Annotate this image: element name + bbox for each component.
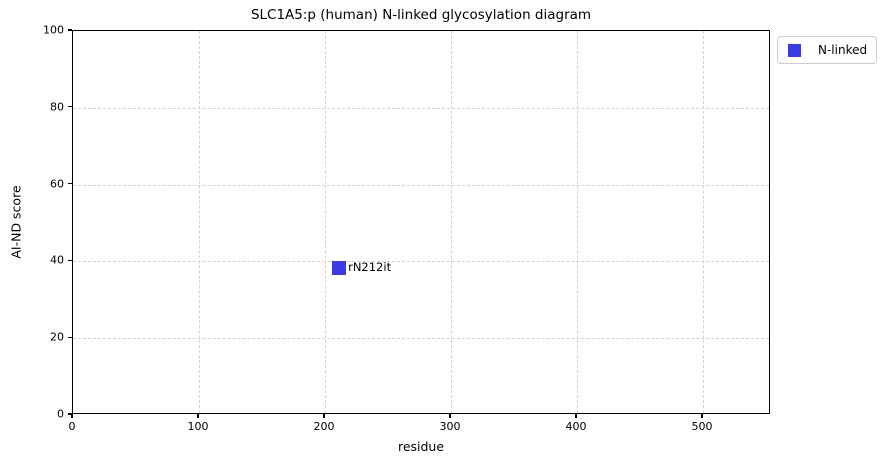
x-tick-mark (71, 414, 73, 418)
chart-title: SLC1A5:p (human) N-linked glycosylation … (250, 7, 592, 23)
legend-label: N-linked (818, 43, 868, 57)
y-tick-mark (68, 336, 72, 338)
y-tick-mark (68, 29, 72, 31)
y-tick-label: 100 (43, 23, 64, 37)
x-gridline (702, 31, 704, 413)
y-tick-mark (68, 259, 72, 262)
y-gridline (73, 184, 769, 186)
y-tick-label: 80 (50, 100, 64, 114)
y-tick-label: 20 (50, 330, 64, 344)
x-tick-label: 300 (439, 420, 461, 433)
data-point-marker (332, 261, 347, 276)
data-point-label: rN212it (348, 260, 392, 275)
y-tick-label: 0 (57, 407, 64, 421)
legend-box: N-linked (777, 36, 878, 64)
x-tick-label: 200 (313, 420, 335, 433)
x-gridline (198, 31, 200, 413)
y-tick-label: 60 (50, 177, 64, 191)
x-tick-mark (449, 414, 451, 418)
y-tick-mark (68, 182, 72, 185)
x-tick-label: 500 (691, 420, 713, 433)
x-tick-label: 400 (565, 420, 587, 433)
y-gridline (73, 107, 769, 109)
x-tick-mark (323, 414, 325, 418)
y-axis-label: AI-ND score (8, 185, 24, 259)
x-tick-mark (197, 414, 199, 418)
x-tick-label: 100 (187, 420, 209, 433)
y-gridline (73, 338, 769, 340)
y-tick-mark (68, 106, 72, 108)
x-tick-mark (701, 414, 703, 418)
x-axis-label: residue (397, 439, 445, 454)
x-tick-mark (575, 414, 577, 418)
plot-area (72, 30, 770, 414)
x-gridline (576, 31, 578, 413)
y-gridline (73, 261, 769, 263)
y-tick-label: 40 (50, 253, 64, 267)
x-gridline (324, 31, 326, 413)
x-tick-label: 0 (68, 420, 76, 433)
y-tick-mark (68, 413, 72, 415)
legend-entry: N-linked (788, 43, 867, 57)
x-gridline (450, 31, 452, 413)
legend-marker-icon (788, 43, 801, 57)
